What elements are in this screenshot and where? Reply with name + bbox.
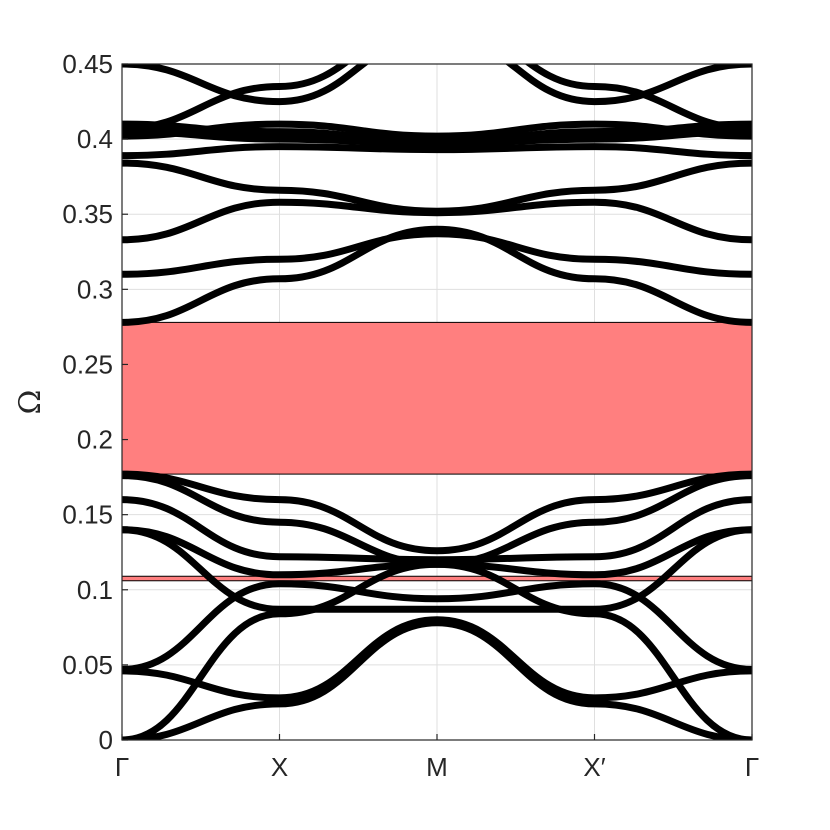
- band-gap-0: [121, 321, 753, 475]
- y-tick-label: 0.1: [77, 575, 113, 605]
- x-tick-label: Γ: [745, 752, 759, 782]
- band-curve-14: [122, 143, 752, 160]
- band-curve-18: [122, 120, 752, 143]
- band-gap-regions: [121, 321, 753, 582]
- band-curve-4: [122, 580, 752, 673]
- band-curve-9: [122, 470, 752, 555]
- y-tick-label: 0.3: [77, 274, 113, 304]
- x-tick-label: M: [426, 752, 448, 782]
- x-tick-label: Γ: [115, 752, 129, 782]
- band-curve-13: [122, 159, 752, 215]
- dispersion-curves: [122, 64, 752, 740]
- y-tick-label: 0.35: [62, 199, 113, 229]
- y-axis-label: Ω: [13, 390, 48, 415]
- band-curve-7: [122, 496, 752, 564]
- band-curve-10: [122, 225, 752, 326]
- y-tick-label: 0.45: [62, 49, 113, 79]
- y-tick-label: 0.05: [62, 650, 113, 680]
- y-tick-label: 0.4: [77, 124, 113, 154]
- y-tick-label: 0.2: [77, 425, 113, 455]
- band-curve-8: [122, 472, 752, 568]
- y-tick-label: 0: [99, 725, 113, 755]
- band-curve-11: [122, 230, 752, 278]
- x-tick-label: X: [271, 752, 288, 782]
- y-axis-ticks: 0 0.05 0.1 0.15 0.2 0.25 0.3 0.35 0.4 0.45: [62, 49, 128, 755]
- x-tick-label: X′: [583, 752, 605, 782]
- band-curve-5: [122, 526, 752, 613]
- band-curve-20: [122, 64, 752, 133]
- y-tick-label: 0.25: [62, 349, 113, 379]
- band-curve-3: [122, 616, 752, 702]
- x-axis-ticks: Γ X M X′ Γ: [115, 734, 759, 782]
- y-tick-label: 0.15: [62, 500, 113, 530]
